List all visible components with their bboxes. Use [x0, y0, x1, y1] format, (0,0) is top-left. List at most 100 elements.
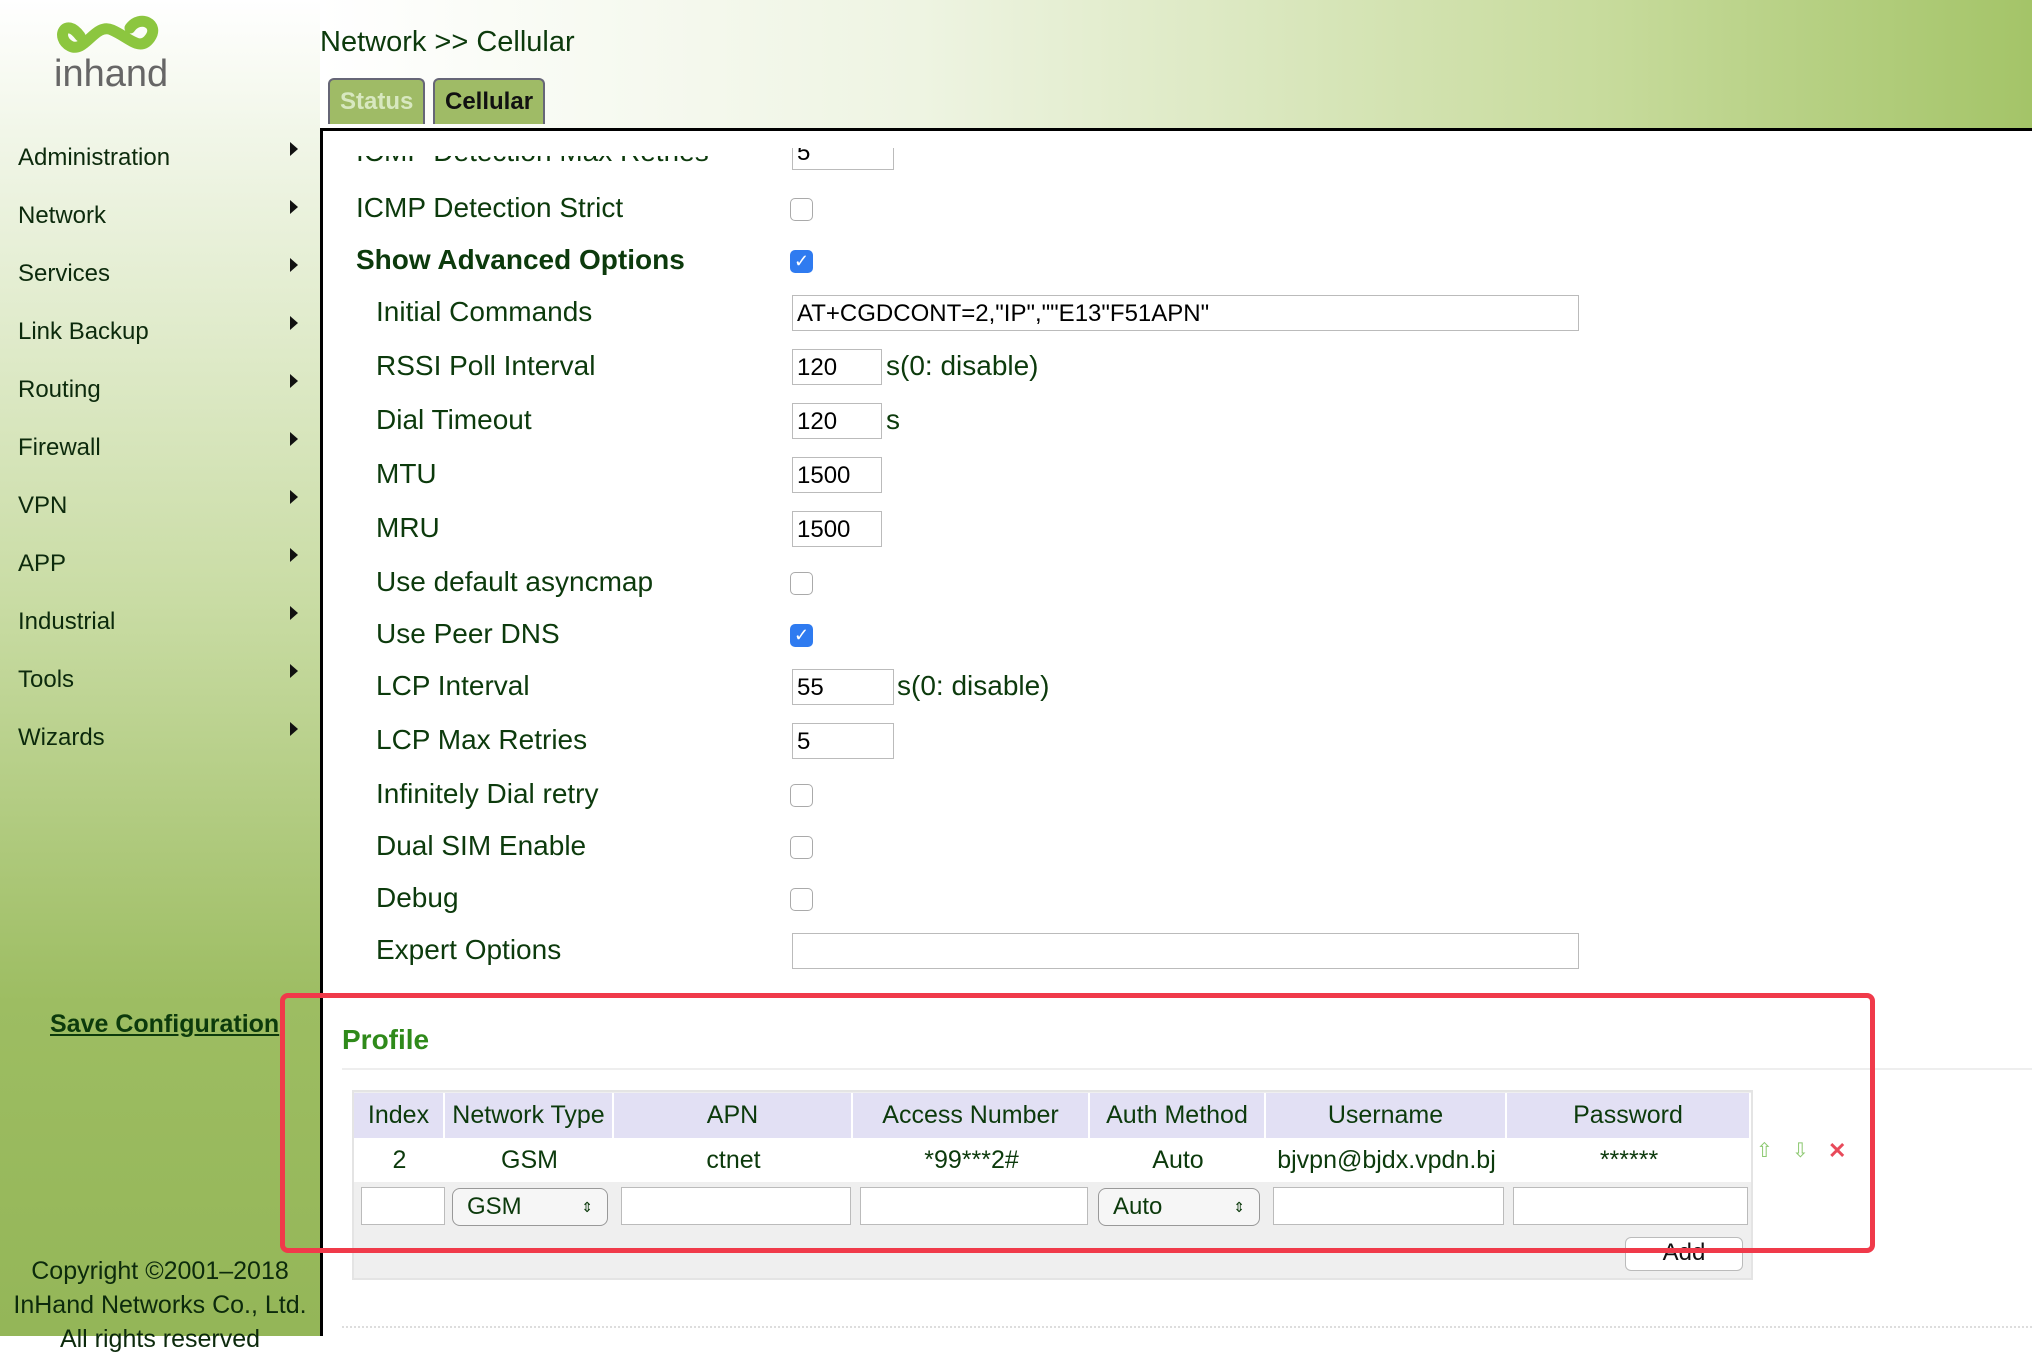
caret-right-icon	[290, 200, 298, 214]
show-advanced-checkbox[interactable]: ✓	[790, 250, 813, 273]
move-down-icon[interactable]: ⇩	[1792, 1140, 1809, 1162]
copyright-line: All rights reserved	[59, 1325, 261, 1353]
new-apn-input[interactable]	[621, 1187, 851, 1225]
save-configuration-link[interactable]: Save Configuration	[50, 1010, 280, 1038]
sidebar-item-routing[interactable]: Routing	[18, 376, 101, 403]
new-password-input[interactable]	[1513, 1187, 1748, 1225]
mru-label: MRU	[376, 512, 440, 543]
dual-sim-label: Dual SIM Enable	[376, 830, 587, 861]
select-value: GSM	[467, 1193, 522, 1220]
sidebar-item-services[interactable]: Services	[18, 260, 111, 287]
initial-commands-label: Initial Commands	[376, 296, 593, 327]
sidebar-item-wizards[interactable]: Wizards	[18, 724, 105, 751]
rssi-input[interactable]: 120	[792, 349, 882, 385]
cell-access-number: *99***2#	[853, 1138, 1090, 1182]
cell-auth-method: Auto	[1090, 1138, 1266, 1182]
move-up-icon[interactable]: ⇧	[1756, 1140, 1773, 1162]
profile-title: Profile	[342, 1024, 430, 1055]
rssi-unit: s(0: disable)	[886, 350, 1039, 381]
col-auth-method: Auth Method	[1090, 1093, 1266, 1138]
initial-commands-input[interactable]: AT+CGDCONT=2,"IP",""E13"F51APN"	[792, 295, 1579, 331]
header	[320, 0, 2032, 130]
sidebar-item-network[interactable]: Network	[18, 202, 107, 229]
new-network-type-select[interactable]: GSM ⇕	[452, 1188, 608, 1226]
lcp-retries-input[interactable]: 5	[792, 723, 894, 759]
asyncmap-checkbox[interactable]	[790, 572, 813, 595]
dial-timeout-unit: s	[886, 404, 900, 435]
tab-cellular[interactable]: Cellular	[433, 78, 546, 124]
icmp-strict-label: ICMP Detection Strict	[356, 192, 624, 223]
infinite-dial-checkbox[interactable]	[790, 784, 813, 807]
copyright: Copyright ©2001–2018 InHand Networks Co.…	[0, 1254, 320, 1356]
mtu-input[interactable]: 1500	[792, 457, 882, 493]
copyright-line: Copyright ©2001–2018	[31, 1257, 289, 1285]
caret-right-icon	[290, 490, 298, 504]
col-access-number: Access Number	[853, 1093, 1090, 1138]
new-index-input[interactable]	[361, 1187, 445, 1225]
caret-right-icon	[290, 432, 298, 446]
show-advanced-label: Show Advanced Options	[356, 244, 685, 275]
icmp-max-retries-label: ICMP Detection Max Retries	[356, 156, 709, 168]
caret-right-icon	[290, 316, 298, 330]
divider	[342, 1326, 2032, 1328]
cell-username: bjvpn@bjdx.vpdn.bj	[1266, 1138, 1507, 1182]
lcp-interval-label: LCP Interval	[376, 670, 530, 701]
caret-right-icon	[290, 722, 298, 736]
debug-checkbox[interactable]	[790, 888, 813, 911]
cell-network-type: GSM	[445, 1138, 614, 1182]
caret-right-icon	[290, 664, 298, 678]
sidebar-item-link-backup[interactable]: Link Backup	[18, 318, 149, 345]
expert-options-label: Expert Options	[376, 934, 562, 965]
breadcrumb: Network >> Cellular	[320, 26, 575, 58]
col-index: Index	[354, 1093, 445, 1138]
col-apn: APN	[614, 1093, 853, 1138]
expert-options-input[interactable]	[792, 933, 1579, 969]
add-button[interactable]: Add	[1625, 1237, 1743, 1271]
cell-password: ******	[1507, 1138, 1751, 1182]
svg-text:inhand: inhand	[54, 53, 168, 95]
caret-right-icon	[290, 606, 298, 620]
sidebar-item-firewall[interactable]: Firewall	[18, 434, 101, 461]
sidebar-item-industrial[interactable]: Industrial	[18, 608, 116, 635]
col-password: Password	[1507, 1093, 1751, 1138]
peer-dns-checkbox[interactable]: ✓	[790, 624, 813, 647]
infinite-dial-label: Infinitely Dial retry	[376, 778, 599, 809]
new-auth-method-select[interactable]: Auto ⇕	[1098, 1188, 1260, 1226]
debug-label: Debug	[376, 882, 459, 913]
sidebar-item-app[interactable]: APP	[18, 550, 67, 577]
lcp-retries-label: LCP Max Retries	[376, 724, 588, 755]
cell-apn: ctnet	[614, 1138, 853, 1182]
col-network-type: Network Type	[445, 1093, 614, 1138]
asyncmap-label: Use default asyncmap	[376, 566, 654, 597]
caret-right-icon	[290, 142, 298, 156]
mtu-label: MTU	[376, 458, 437, 489]
divider	[342, 1068, 2032, 1070]
col-username: Username	[1266, 1093, 1507, 1138]
caret-right-icon	[290, 374, 298, 388]
lcp-interval-unit: s(0: disable)	[897, 670, 1050, 701]
peer-dns-label: Use Peer DNS	[376, 618, 560, 649]
tab-status[interactable]: Status	[328, 78, 426, 124]
icmp-max-retries-input[interactable]: 5	[792, 148, 894, 170]
updown-icon: ⇕	[581, 1198, 593, 1215]
dual-sim-checkbox[interactable]	[790, 836, 813, 859]
select-value: Auto	[1113, 1193, 1163, 1220]
new-username-input[interactable]	[1273, 1187, 1504, 1225]
sidebar: inhand Administration Network Services L…	[0, 0, 320, 1353]
dial-timeout-input[interactable]: 120	[792, 403, 882, 439]
lcp-interval-input[interactable]: 55	[792, 669, 894, 705]
inhand-logo: inhand	[54, 15, 168, 95]
dial-timeout-label: Dial Timeout	[376, 404, 532, 435]
sidebar-item-vpn[interactable]: VPN	[18, 492, 68, 519]
cell-index: 2	[354, 1138, 445, 1182]
caret-right-icon	[290, 258, 298, 272]
rssi-label: RSSI Poll Interval	[376, 350, 596, 381]
icmp-strict-checkbox[interactable]	[790, 198, 813, 221]
delete-icon[interactable]: ✕	[1828, 1138, 1847, 1163]
caret-right-icon	[290, 548, 298, 562]
sidebar-item-administration[interactable]: Administration	[18, 144, 171, 171]
mru-input[interactable]: 1500	[792, 511, 882, 547]
new-access-number-input[interactable]	[860, 1187, 1088, 1225]
sidebar-item-tools[interactable]: Tools	[18, 666, 75, 693]
copyright-line: InHand Networks Co., Ltd.	[13, 1291, 307, 1319]
